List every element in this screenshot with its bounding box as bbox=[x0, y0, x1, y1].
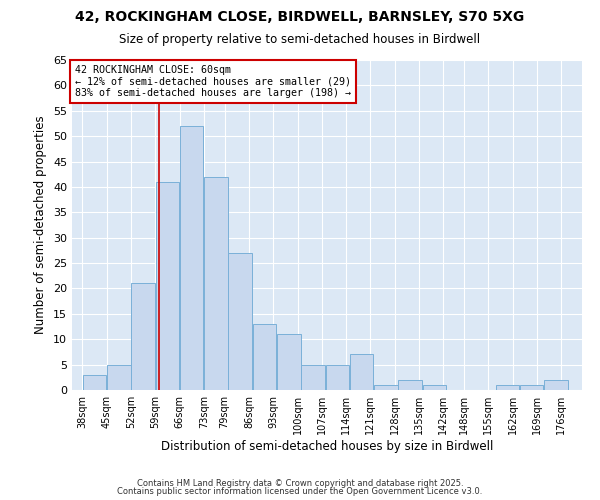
Bar bbox=[253, 324, 277, 390]
Text: 42, ROCKINGHAM CLOSE, BIRDWELL, BARNSLEY, S70 5XG: 42, ROCKINGHAM CLOSE, BIRDWELL, BARNSLEY… bbox=[76, 10, 524, 24]
Bar bbox=[520, 385, 544, 390]
Bar bbox=[544, 380, 568, 390]
Bar bbox=[229, 253, 252, 390]
Text: 42 ROCKINGHAM CLOSE: 60sqm
← 12% of semi-detached houses are smaller (29)
83% of: 42 ROCKINGHAM CLOSE: 60sqm ← 12% of semi… bbox=[76, 65, 352, 98]
Bar bbox=[398, 380, 422, 390]
Bar bbox=[350, 354, 373, 390]
Bar bbox=[277, 334, 301, 390]
Bar bbox=[131, 284, 155, 390]
Bar bbox=[180, 126, 203, 390]
Bar bbox=[107, 364, 131, 390]
Bar bbox=[423, 385, 446, 390]
Bar bbox=[155, 182, 179, 390]
Text: Contains HM Land Registry data © Crown copyright and database right 2025.: Contains HM Land Registry data © Crown c… bbox=[137, 478, 463, 488]
X-axis label: Distribution of semi-detached houses by size in Birdwell: Distribution of semi-detached houses by … bbox=[161, 440, 493, 453]
Bar bbox=[204, 177, 228, 390]
Text: Size of property relative to semi-detached houses in Birdwell: Size of property relative to semi-detach… bbox=[119, 32, 481, 46]
Bar bbox=[83, 375, 106, 390]
Bar bbox=[496, 385, 519, 390]
Bar bbox=[326, 364, 349, 390]
Text: Contains public sector information licensed under the Open Government Licence v3: Contains public sector information licen… bbox=[118, 487, 482, 496]
Y-axis label: Number of semi-detached properties: Number of semi-detached properties bbox=[34, 116, 47, 334]
Bar bbox=[301, 364, 325, 390]
Bar bbox=[374, 385, 398, 390]
